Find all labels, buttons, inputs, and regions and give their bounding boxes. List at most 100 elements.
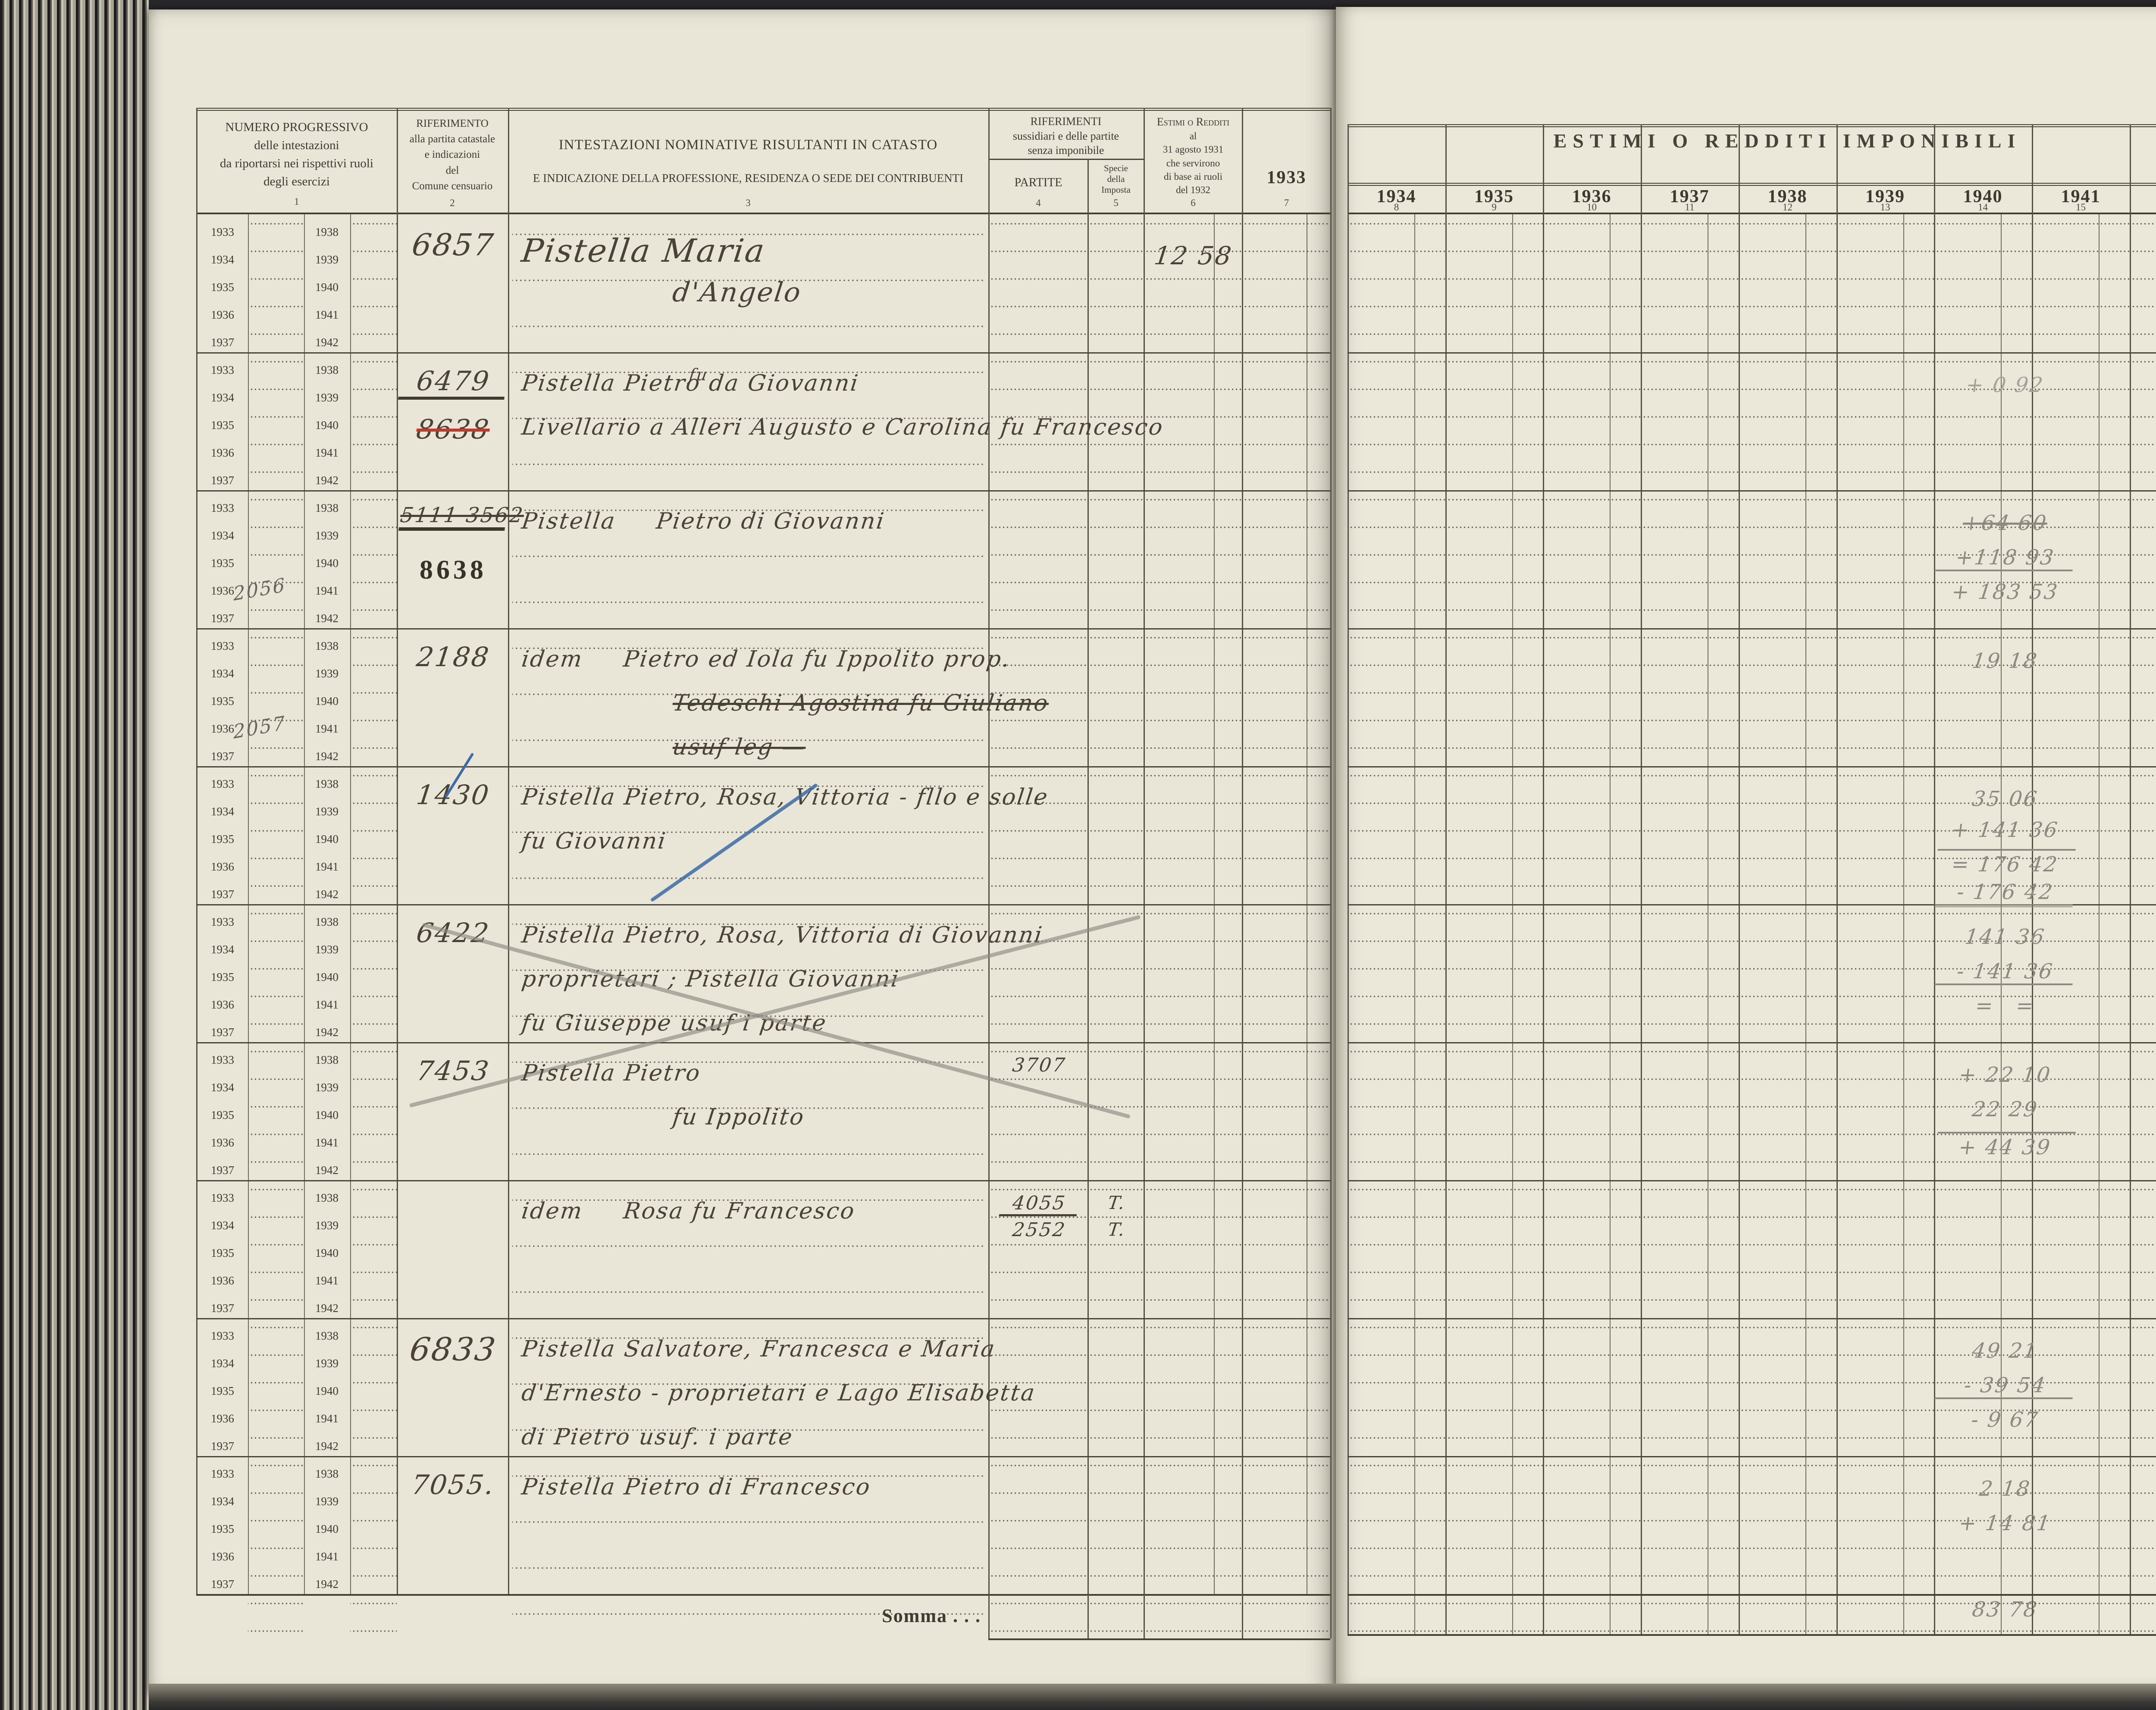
pencil-value-1941: + 141 36 xyxy=(1950,818,2060,842)
rowblock-year-1933: 1933 xyxy=(211,1053,234,1066)
name-line: Pistella Pietro di Francesco xyxy=(520,1474,873,1500)
group45-divider xyxy=(988,159,1144,160)
rowblock-year-1941: 1941 xyxy=(315,1412,338,1425)
rowblock-year-1942: 1942 xyxy=(315,1026,338,1039)
pencil-value-1941: 35 06 xyxy=(1971,787,2040,811)
rowblock-year-1942: 1942 xyxy=(315,1302,338,1315)
pencil-value-1941: +64 60 xyxy=(1961,511,2049,535)
rowblock-year-1935: 1935 xyxy=(211,419,234,432)
rowblock-year-1934: 1934 xyxy=(211,529,234,542)
estimi-1931-value: 12 58 xyxy=(1152,241,1235,270)
rowblock-year-1937: 1937 xyxy=(211,1164,234,1177)
rowblock-year-1940: 1940 xyxy=(315,833,338,846)
rowblock-year-1934: 1934 xyxy=(211,667,234,680)
header-col-1936: 1936 xyxy=(1572,187,1612,207)
name-line: d'Angelo xyxy=(671,276,804,308)
rowblock-year-1939: 1939 xyxy=(315,1357,338,1370)
rowblock-year-1941: 1941 xyxy=(315,722,338,735)
rowblock-year-1942: 1942 xyxy=(315,750,338,763)
rowblock-year-1940: 1940 xyxy=(315,1246,338,1259)
rowblock-year-1934: 1934 xyxy=(211,1081,234,1094)
rowblock-year-1941: 1941 xyxy=(315,860,338,873)
rowblock-year-1938: 1938 xyxy=(315,1191,338,1204)
partite-value: 3707 xyxy=(1011,1054,1068,1076)
rowblock-year-1940: 1940 xyxy=(315,1384,338,1397)
rowblock-year-1936: 1936 xyxy=(211,308,234,321)
rowblock-year-1939: 1939 xyxy=(315,1219,338,1232)
page-bottom-shadow xyxy=(149,1684,2156,1710)
rowblock-year-1937: 1937 xyxy=(211,336,234,349)
header-col-partite: PARTITE xyxy=(1014,176,1062,189)
header-col-estimi-1931: Estimi o Redditi al 31 agosto 1931 che se… xyxy=(1156,116,1230,195)
rowblock-year-1934: 1934 xyxy=(211,1357,234,1370)
rowblock-year-1941: 1941 xyxy=(315,308,338,321)
year-col-dotted xyxy=(1348,214,1445,1634)
name-line: fu Ippolito xyxy=(671,1104,806,1130)
name-line: Pistella Maria xyxy=(519,232,768,269)
header-col-1941: 1941 xyxy=(2061,187,2101,207)
rowblock-year-1934: 1934 xyxy=(211,1495,234,1508)
rowblock-year-1935: 1935 xyxy=(211,1246,234,1259)
year-col-dotted xyxy=(1445,214,1543,1634)
rowblock-year-1936: 1936 xyxy=(211,1274,234,1287)
pencil-value-1941: 141 36 xyxy=(1963,925,2047,949)
years-top-rule xyxy=(1348,183,2156,186)
col-number-1936: 10 xyxy=(1587,202,1597,213)
y1933-dotted xyxy=(1242,214,1330,1634)
header-col-1939: 1939 xyxy=(1865,187,1905,207)
name-line: idem Rosa fu Francesco xyxy=(520,1198,857,1224)
pencil-value-1941: + 0 92 xyxy=(1965,373,2046,397)
rowblock-year-1934: 1934 xyxy=(211,943,234,956)
col-number-1941: 15 xyxy=(2076,202,2086,213)
rowblock-year-1937: 1937 xyxy=(211,888,234,901)
col7-number: 7 xyxy=(1284,197,1289,208)
rowblock-year-1940: 1940 xyxy=(315,281,338,294)
ref-number: 6857 xyxy=(410,227,497,263)
rowblock-year-1935: 1935 xyxy=(211,695,234,708)
pencil-value-1941: + 14 81 xyxy=(1957,1511,2053,1535)
left-page-edges xyxy=(0,0,149,1710)
header-col-specie-imposta: Specie della Imposta xyxy=(1101,163,1131,195)
rowblock-year-1936: 1936 xyxy=(211,1136,234,1149)
name-line: Pistella Pietro da Giovanni xyxy=(520,370,861,396)
pencil-value-1941: +118 93 xyxy=(1934,545,2076,571)
rowblock-year-1938: 1938 xyxy=(315,501,338,514)
col-number-1934: 8 xyxy=(1394,202,1399,213)
rowblock-year-1940: 1940 xyxy=(315,1522,338,1535)
rowblock-year-1939: 1939 xyxy=(315,805,338,818)
header-col-1940: 1940 xyxy=(1963,187,2003,207)
somma-col-line xyxy=(1330,1594,1332,1638)
specie-value: T. xyxy=(1106,1192,1127,1213)
pencil-value-1941: = = xyxy=(1974,994,2037,1018)
name-line: Pistella Pietro di Giovanni xyxy=(520,508,887,534)
rowblock-year-1937: 1937 xyxy=(211,1302,234,1315)
year-col-dotted xyxy=(2130,214,2156,1634)
rowblock-year-1939: 1939 xyxy=(315,253,338,266)
rowblock-year-1938: 1938 xyxy=(315,1467,338,1480)
rowblock-year-1942: 1942 xyxy=(315,474,338,487)
rowblock-year-1942: 1942 xyxy=(315,336,338,349)
header-col-riferimento: RIFERIMENTO alla partita catastale e indi… xyxy=(409,117,495,192)
rowblock-year-1936: 1936 xyxy=(211,1412,234,1425)
right-header-bottom-rule xyxy=(1348,213,2156,214)
rowblock-year-1936: 1936 xyxy=(211,1550,234,1563)
col-number-1942: 16 xyxy=(2130,202,2156,213)
header-col-1935: 1935 xyxy=(1474,187,1514,207)
rowblock-year-1940: 1940 xyxy=(315,971,338,983)
rowblock-year-1934: 1934 xyxy=(211,391,234,404)
rowblock-year-1941: 1941 xyxy=(315,584,338,597)
name-line: Pistella Pietro xyxy=(520,1060,702,1086)
table-top-rule xyxy=(196,108,1330,111)
rowblock-year-1936: 1936 xyxy=(211,722,234,735)
header-col-1934: 1934 xyxy=(1376,187,1416,207)
pencil-value-1941: - 39 54 xyxy=(1934,1373,2076,1399)
rowblock-year-1937: 1937 xyxy=(211,612,234,625)
col6-number: 6 xyxy=(1191,197,1196,208)
header-col-numero-progressivo: NUMERO PROGRESSIVO delle intestazioni da … xyxy=(220,120,373,189)
rowblock-year-1942: 1942 xyxy=(315,1578,338,1591)
rowblock-year-1940: 1940 xyxy=(315,557,338,570)
rowblock-year-1940: 1940 xyxy=(315,419,338,432)
ref-number: 6479 xyxy=(398,365,508,400)
rowblock-year-1933: 1933 xyxy=(211,1191,234,1204)
